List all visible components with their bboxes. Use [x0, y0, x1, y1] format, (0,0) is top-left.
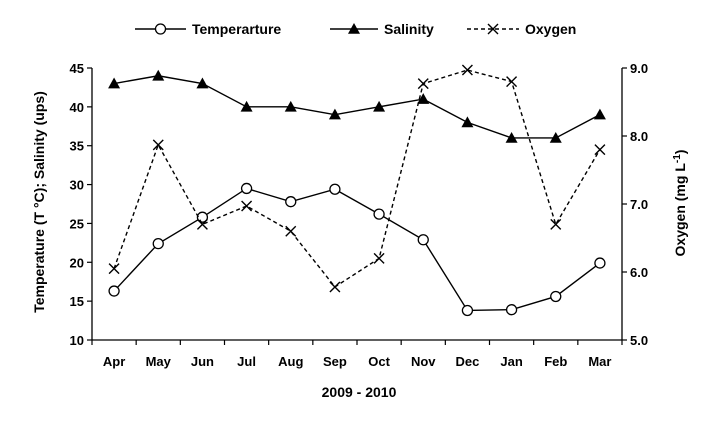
- left-tick-label: 15: [70, 294, 84, 309]
- legend-oxygen-label: Oxygen: [525, 21, 576, 37]
- oxygen-series: [108, 64, 606, 293]
- x-tick-label: May: [146, 354, 172, 369]
- salinity-point: [593, 108, 606, 120]
- left-tick-label: 25: [70, 216, 84, 231]
- oxygen-point: [417, 78, 429, 90]
- left-tick-label: 30: [70, 178, 84, 193]
- salinity-point: [152, 69, 165, 81]
- series-layer: [108, 64, 606, 317]
- legend-salinity-label: Salinity: [384, 21, 434, 37]
- temperarture-point: [505, 304, 518, 316]
- legend-temperarture-marker: [154, 23, 167, 35]
- temperarture-point: [550, 290, 562, 303]
- oxygen-point: [196, 218, 208, 230]
- oxygen-point: [152, 139, 164, 151]
- legend-oxygen-marker: [487, 23, 499, 35]
- x-tick-label: Dec: [455, 354, 479, 369]
- oxygen-point: [550, 218, 562, 230]
- x-tick-label: Apr: [103, 354, 125, 369]
- oxygen-point: [108, 263, 120, 275]
- left-tick-label: 10: [70, 333, 84, 348]
- x-tick-label: Aug: [278, 354, 303, 369]
- x-tick-label: Feb: [544, 354, 567, 369]
- x-tick-label: Jul: [237, 354, 256, 369]
- left-axis-title: Temperature (T °C); Salinity (ups): [31, 91, 47, 313]
- salinity-line: [113, 75, 601, 139]
- left-tick-label: 20: [70, 255, 84, 270]
- left-tick-label: 35: [70, 139, 84, 154]
- temperarture-point: [285, 196, 297, 208]
- salinity-series: [108, 69, 606, 143]
- x-tick-label: Nov: [411, 354, 436, 369]
- salinity-point: [240, 100, 253, 112]
- oxygen-point: [461, 64, 473, 76]
- salinity-point: [284, 100, 297, 112]
- temperarture-point: [417, 234, 429, 246]
- left-tick-label: 45: [70, 61, 84, 76]
- right-axis-title-main: Oxygen (mg L: [672, 163, 688, 257]
- legend-salinity-marker: [348, 23, 360, 34]
- axes: [91, 68, 623, 341]
- right-axis-ticks: 5.0 6.0 7.0 8.0 9.0: [622, 61, 648, 348]
- temperarture-line: [113, 187, 601, 312]
- oxygen-point: [241, 200, 253, 212]
- right-tick-label: 8.0: [630, 129, 648, 144]
- right-axis-title: Oxygen (mg L-1): [672, 150, 688, 257]
- salinity-point: [417, 93, 430, 104]
- legend-temperarture-label: Temperarture: [192, 21, 281, 37]
- x-tick-label: Mar: [588, 354, 611, 369]
- oxygen-point: [329, 281, 341, 293]
- x-axis-ticks: Apr May Jun Jul Aug Sep Oct Nov Dec Jan Feb Mar: [91, 340, 623, 369]
- x-tick-label: Sep: [323, 354, 347, 369]
- temperarture-point: [373, 208, 385, 220]
- salinity-point: [505, 131, 518, 143]
- right-tick-label: 7.0: [630, 197, 648, 212]
- temperarture-series: [108, 182, 606, 317]
- oxygen-point: [373, 252, 385, 264]
- salinity-point: [373, 100, 386, 112]
- right-tick-label: 6.0: [630, 265, 648, 280]
- temperarture-point: [108, 285, 120, 297]
- right-tick-label: 5.0: [630, 333, 648, 348]
- salinity-point: [196, 77, 209, 89]
- x-tick-label: Jun: [191, 354, 214, 369]
- x-tick-label: Jan: [500, 354, 522, 369]
- oxygen-point: [506, 76, 518, 88]
- temperarture-point: [240, 182, 253, 195]
- oxygen-line: [113, 69, 601, 288]
- temperarture-point: [594, 257, 606, 269]
- legend: Temperarture Salinity Oxygen: [135, 21, 576, 37]
- temperarture-point: [152, 237, 164, 250]
- salinity-point: [549, 131, 562, 143]
- temperarture-point: [461, 304, 474, 317]
- x-tick-label: Oct: [368, 354, 390, 369]
- left-axis-ticks: 10 15 20 25 30 35 40 45: [70, 61, 92, 348]
- right-axis-title-sup: -1: [672, 154, 683, 163]
- oxygen-point: [594, 144, 606, 156]
- salinity-point: [108, 77, 121, 89]
- left-tick-label: 40: [70, 100, 84, 115]
- right-tick-label: 9.0: [630, 61, 648, 76]
- right-axis-title-close: ): [672, 150, 688, 155]
- temperarture-point: [329, 183, 341, 195]
- salinity-point: [461, 116, 474, 128]
- salinity-point: [328, 108, 341, 120]
- oxygen-point: [285, 225, 297, 237]
- x-axis-title: 2009 - 2010: [322, 384, 397, 400]
